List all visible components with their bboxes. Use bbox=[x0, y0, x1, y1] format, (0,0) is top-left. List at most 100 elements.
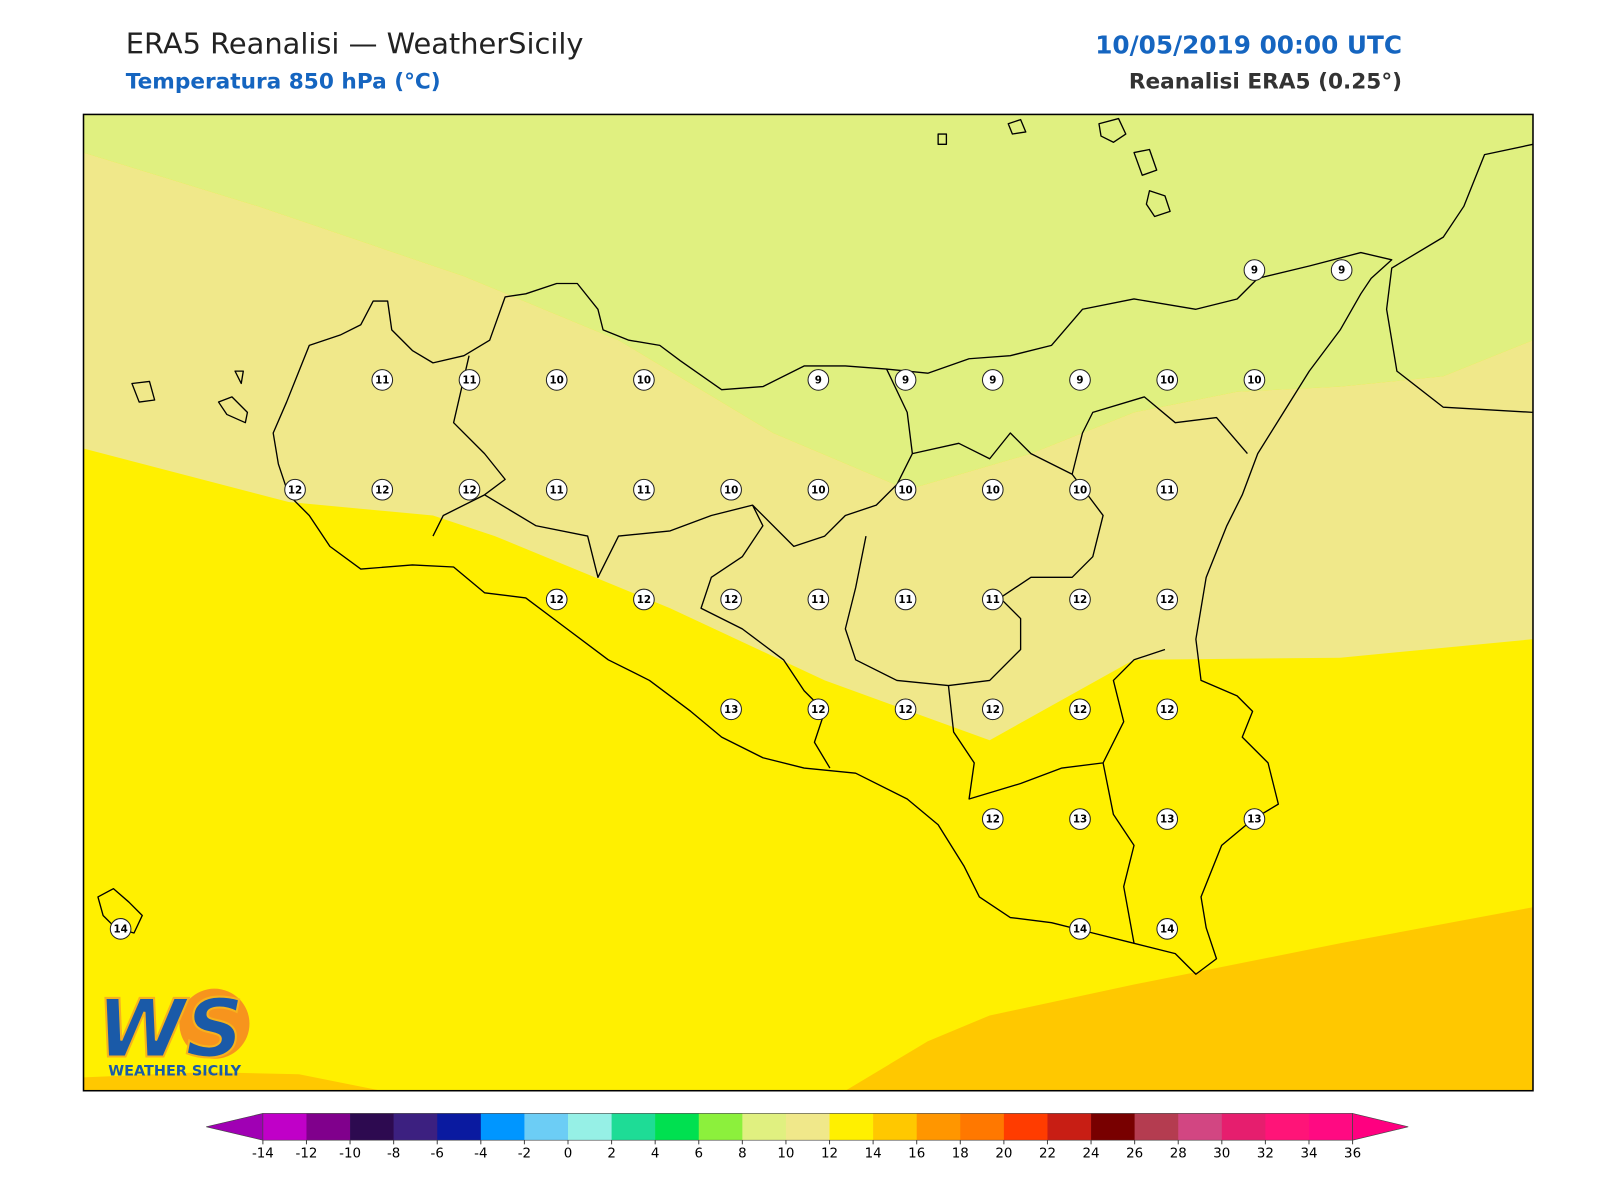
station-value: 13 bbox=[1073, 814, 1087, 826]
colorbar-segment bbox=[262, 1113, 307, 1141]
colorbar-tick-label: -2 bbox=[518, 1147, 531, 1162]
colorbar-segment bbox=[785, 1113, 830, 1141]
station-value: 12 bbox=[724, 594, 738, 606]
aeolian-islands bbox=[937, 117, 1171, 218]
station-marker bbox=[1069, 369, 1091, 391]
colorbar-extend-high bbox=[1352, 1113, 1409, 1141]
station-marker bbox=[1330, 259, 1353, 281]
station-marker bbox=[981, 698, 1004, 721]
station-value: 14 bbox=[113, 923, 127, 935]
colorbar-segment bbox=[393, 1113, 438, 1141]
station-value: 12 bbox=[986, 704, 1000, 716]
station-marker bbox=[1069, 588, 1091, 611]
colorbar-tick-label: 6 bbox=[694, 1147, 703, 1162]
station-marker bbox=[1069, 808, 1091, 830]
station-value: 11 bbox=[462, 375, 476, 387]
station-marker bbox=[1156, 369, 1179, 391]
station-value: 12 bbox=[375, 484, 389, 496]
colorbar-segment bbox=[1091, 1113, 1135, 1141]
colorbar-segment bbox=[524, 1113, 569, 1141]
colorbar: -14 -12 -10 -8 -6 -4 -2 0 2 4 6 8 10 12 14 16 18 20 22 24 26… bbox=[206, 1113, 1409, 1162]
station-value: 9 bbox=[1338, 265, 1345, 277]
colorbar-segment bbox=[306, 1113, 351, 1141]
colorbar-tick-label: 26 bbox=[1126, 1147, 1143, 1162]
colorbar-extend-low bbox=[206, 1113, 264, 1141]
station-value: 12 bbox=[1073, 704, 1087, 716]
colorbar-tick-label: -8 bbox=[387, 1147, 400, 1162]
station-value: 13 bbox=[724, 704, 738, 716]
station-value: 9 bbox=[902, 375, 909, 387]
station-marker bbox=[1156, 918, 1179, 940]
station-value: 10 bbox=[637, 375, 651, 387]
station-value: 12 bbox=[550, 594, 564, 606]
colorbar-segment bbox=[1178, 1113, 1223, 1141]
logo-sun bbox=[179, 988, 250, 1059]
station-value: 12 bbox=[288, 484, 302, 496]
station-value: 11 bbox=[637, 484, 651, 496]
station-value: 9 bbox=[815, 375, 822, 387]
station-value: 11 bbox=[898, 594, 912, 606]
colorbar-tick-label: 22 bbox=[1039, 1147, 1056, 1162]
station-value: 12 bbox=[986, 814, 1000, 826]
colorbar-frame bbox=[262, 1113, 1353, 1141]
colorbar-segment bbox=[1134, 1113, 1179, 1141]
station-marker bbox=[981, 478, 1004, 501]
colorbar-segment bbox=[1221, 1113, 1266, 1141]
colorbar-tick-label: 20 bbox=[995, 1147, 1012, 1162]
station-marker bbox=[458, 369, 481, 391]
station-value: 11 bbox=[811, 594, 825, 606]
station-value: 10 bbox=[1160, 375, 1174, 387]
station-marker bbox=[1156, 808, 1179, 830]
colorbar-tick-label: -12 bbox=[296, 1147, 318, 1162]
station-marker bbox=[633, 369, 655, 391]
colorbar-segment bbox=[742, 1113, 787, 1141]
station-value: 9 bbox=[989, 375, 996, 387]
station-marker bbox=[720, 588, 742, 611]
station-value: 13 bbox=[1247, 814, 1261, 826]
station-value: 12 bbox=[637, 594, 651, 606]
station-marker bbox=[1069, 698, 1091, 721]
colorbar-tick-label: -14 bbox=[252, 1147, 274, 1162]
logo-text: WEATHER SICILY bbox=[108, 1063, 241, 1079]
egadi-islands bbox=[131, 370, 249, 424]
colorbar-tick-label: 18 bbox=[952, 1147, 969, 1162]
station-value: 11 bbox=[986, 594, 1000, 606]
station-marker bbox=[981, 369, 1004, 391]
station-marker bbox=[371, 478, 394, 501]
colorbar-tick-label: 10 bbox=[777, 1147, 794, 1162]
station-marker bbox=[633, 478, 655, 501]
station-marker bbox=[807, 698, 830, 721]
station-marker bbox=[894, 369, 917, 391]
colorbar-segment bbox=[1047, 1113, 1092, 1141]
station-marker bbox=[633, 588, 655, 611]
datetime: 10/05/2019 00:00 UTC bbox=[1095, 31, 1402, 60]
station-value: 10 bbox=[1247, 375, 1261, 387]
colorbar-tick-label: 8 bbox=[738, 1147, 747, 1162]
station-marker bbox=[284, 478, 306, 501]
colorbar-tick-label: 28 bbox=[1170, 1147, 1187, 1162]
colorbar-segment bbox=[960, 1113, 1005, 1141]
station-value: 12 bbox=[811, 704, 825, 716]
colorbar-segment bbox=[916, 1113, 961, 1141]
colorbar-segment bbox=[568, 1113, 612, 1141]
colorbar-tick-label: -10 bbox=[339, 1147, 361, 1162]
colorbar-segment bbox=[873, 1113, 918, 1141]
band-8-10 bbox=[83, 114, 1533, 490]
band-14-16 bbox=[845, 907, 1533, 1091]
station-marker bbox=[545, 369, 568, 391]
station-value: 12 bbox=[1160, 704, 1174, 716]
colorbar-tick-label: -4 bbox=[474, 1147, 487, 1162]
station-marker bbox=[1156, 478, 1179, 501]
logo: WS WEATHER SICILY bbox=[96, 981, 250, 1079]
station-marker bbox=[894, 478, 917, 501]
colorbar-segment bbox=[350, 1113, 394, 1141]
station-marker bbox=[720, 698, 742, 721]
station-value: 12 bbox=[1073, 594, 1087, 606]
colorbar-tick-label: 4 bbox=[651, 1147, 660, 1162]
station-marker bbox=[894, 698, 917, 721]
station-value: 14 bbox=[1073, 923, 1087, 935]
station-value: 12 bbox=[898, 704, 912, 716]
colorbar-tick-label: 24 bbox=[1083, 1147, 1100, 1162]
station-value: 10 bbox=[724, 484, 738, 496]
station-marker bbox=[720, 478, 742, 501]
